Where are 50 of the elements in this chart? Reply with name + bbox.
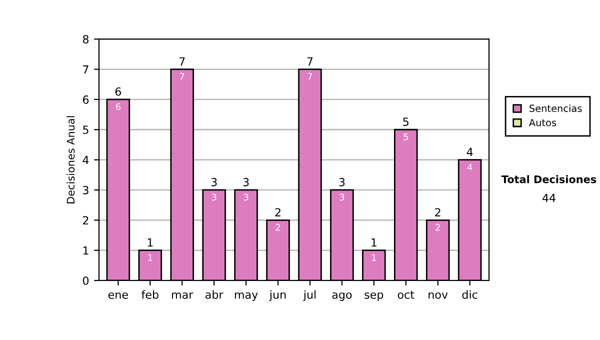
text: 44: [542, 194, 556, 202]
data-label: 7: [308, 73, 312, 80]
x-tick-label: jul: [303, 290, 316, 301]
data-label: 2: [436, 224, 440, 231]
x-tick-label: nov: [428, 292, 448, 299]
total-label: 1: [372, 238, 376, 247]
data-label: 7: [180, 73, 184, 80]
x-tick-label: ago: [332, 292, 352, 301]
x-tick-label: oct: [398, 290, 414, 299]
legend-label: Autos: [528, 119, 556, 126]
x-tick-label: mar: [172, 292, 194, 299]
data-label: 6: [116, 103, 120, 110]
total-label: 3: [243, 178, 249, 186]
y-tick-label: 3: [83, 186, 88, 194]
legend-label: Sentencias: [530, 104, 582, 112]
x-tick-label: jun: [269, 290, 286, 301]
y-tick-label: 6: [82, 95, 89, 104]
x-tick-label: abr: [206, 290, 224, 299]
total-label: 7: [307, 57, 313, 66]
y-tick-label: 1: [83, 246, 88, 255]
total-label: 5: [403, 118, 408, 126]
text: Total Decisiones: [501, 175, 596, 184]
x-tick-label: dic: [462, 290, 478, 299]
x-tick-label: sep: [364, 292, 384, 301]
y-tick-label: 8: [82, 35, 89, 44]
total-label: 7: [179, 57, 185, 66]
data-label: 3: [212, 194, 216, 201]
y-tick-label: 7: [83, 65, 88, 74]
data-label: 2: [276, 224, 280, 231]
y-axis-title: Decisiones Anual: [66, 116, 75, 204]
data-label: 1: [372, 254, 376, 261]
x-tick-label: may: [234, 292, 258, 301]
total-label: 1: [148, 238, 153, 247]
total-label: 2: [435, 208, 440, 216]
data-label: 1: [148, 254, 152, 261]
data-label: 4: [467, 164, 472, 170]
data-label: 3: [244, 194, 248, 201]
x-tick-label: feb: [142, 290, 158, 299]
data-label: 3: [340, 194, 344, 201]
y-tick-label: 4: [82, 156, 89, 164]
y-tick-label: 5: [83, 126, 88, 134]
total-label: 2: [275, 208, 280, 216]
total-label: 6: [115, 87, 122, 96]
total-label: 3: [339, 178, 345, 186]
data-label: 5: [404, 134, 408, 140]
x-tick-label: ene: [108, 292, 128, 299]
total-label: 3: [211, 178, 217, 186]
y-tick-label: 2: [83, 216, 88, 224]
total-label: 4: [466, 148, 473, 156]
y-tick-label: 0: [82, 276, 89, 285]
